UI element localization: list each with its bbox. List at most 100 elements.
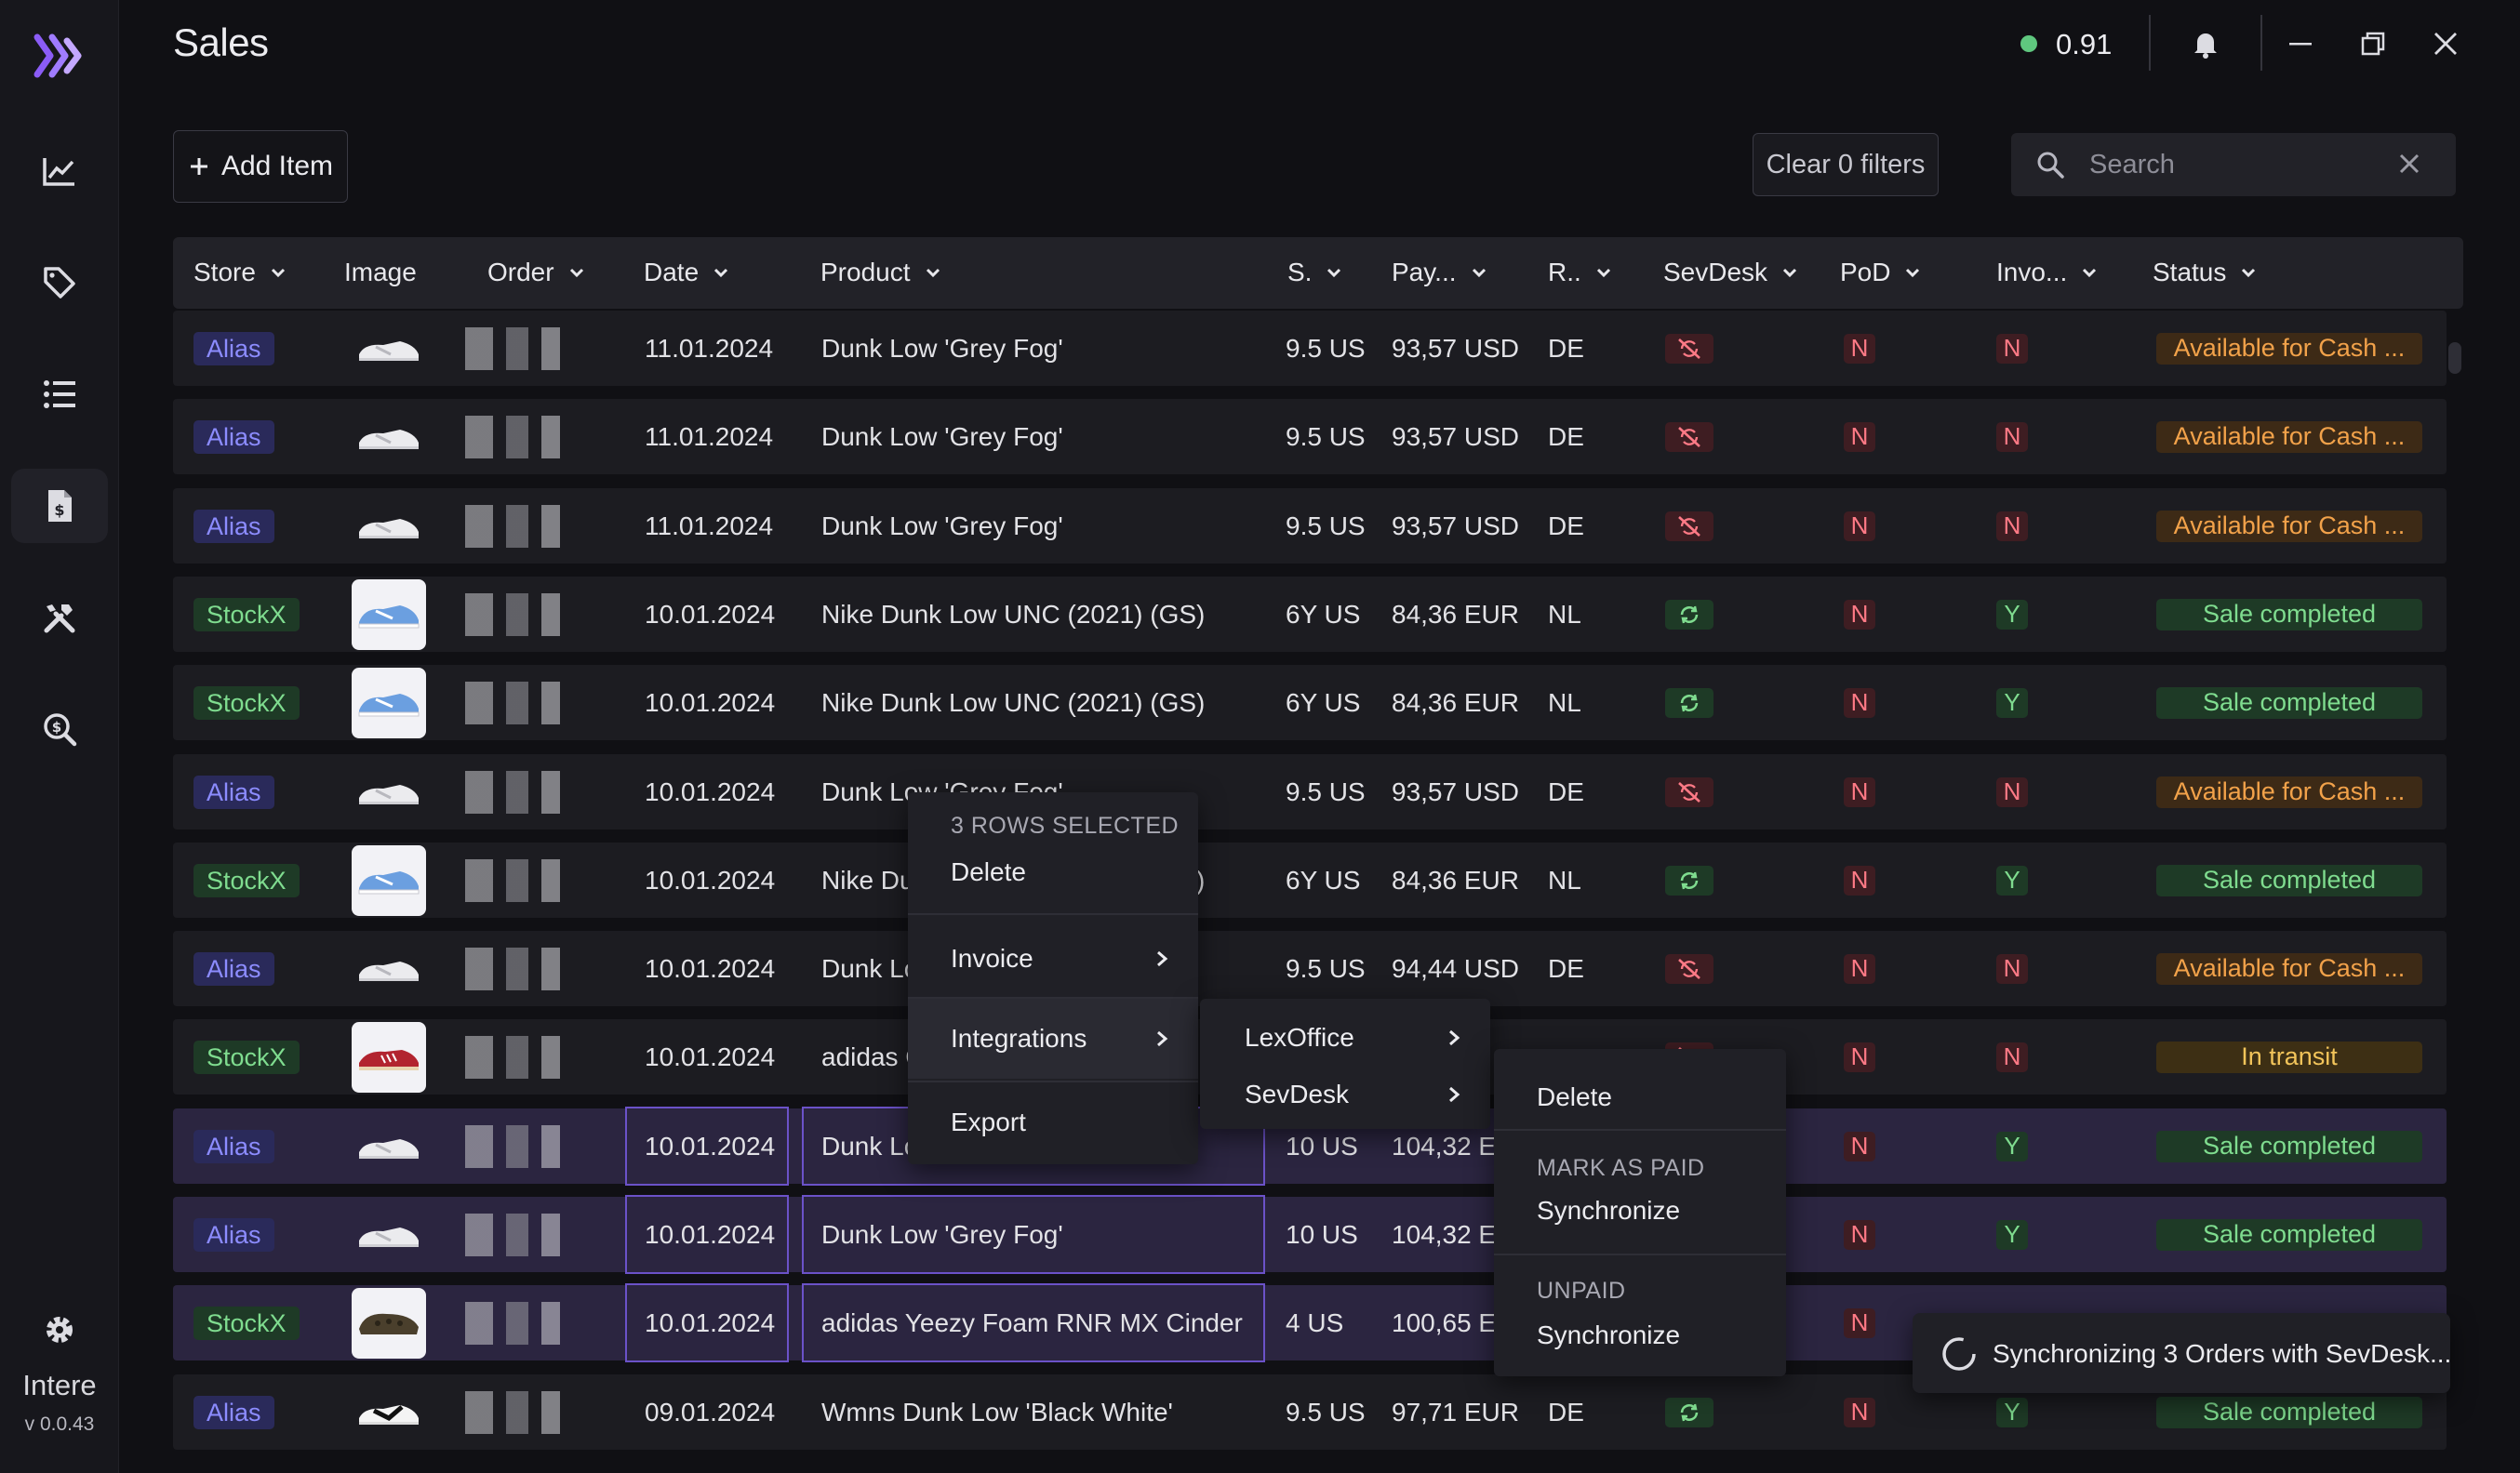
product-image <box>352 1287 426 1359</box>
clear-filters-button[interactable]: Clear 0 filters <box>1753 133 1939 196</box>
sidebar-item-price-lookup[interactable]: $ <box>11 692 108 766</box>
column-header[interactable]: Status <box>2153 258 2258 287</box>
column-header[interactable]: Order <box>487 258 586 287</box>
unpaid-synchronize[interactable]: Synchronize <box>1537 1320 1681 1349</box>
pod-badge: N <box>1844 421 1875 452</box>
date-cell: 10.01.2024 <box>645 687 776 717</box>
menu-integrations[interactable]: Integrations <box>908 999 1198 1079</box>
image-cell <box>352 1197 426 1272</box>
settings-button[interactable] <box>11 1294 108 1365</box>
pod-badge: N <box>1844 776 1875 807</box>
chevron-down-icon <box>271 268 285 278</box>
notifications-button[interactable] <box>2182 20 2229 67</box>
column-header[interactable]: Product <box>820 258 942 287</box>
status-badge: Available for Cash ... <box>2156 510 2422 542</box>
order-id-redacted <box>458 488 566 564</box>
column-header-label: Pay... <box>1392 258 1457 286</box>
order-id-redacted <box>458 1108 566 1184</box>
invoice-badge: N <box>1996 511 2028 541</box>
product-image <box>352 1377 426 1448</box>
sidebar-item-sales[interactable]: $ <box>11 469 108 543</box>
product-image <box>352 934 426 1004</box>
sidebar-item-tools[interactable] <box>11 580 108 655</box>
column-header[interactable]: R.. <box>1548 258 1613 287</box>
sidebar-item-analytics[interactable] <box>11 134 108 208</box>
product-cell: Nike Dunk Low UNC (2021) (GS) <box>821 687 1206 717</box>
invoice-badge: N <box>1996 1042 2028 1072</box>
table-row[interactable]: Alias 11.01.2024 Dunk Low 'Grey Fog' 9.5 US… <box>173 311 2447 386</box>
date-cell: 10.01.2024 <box>645 776 776 806</box>
status-badge: In transit <box>2156 1041 2422 1073</box>
search-clear-button[interactable] <box>2393 147 2426 180</box>
column-header[interactable]: SevDesk <box>1663 258 1799 287</box>
pod-badge: N <box>1844 687 1875 718</box>
close-window-button[interactable] <box>2422 20 2469 67</box>
sevdesk-not-synced-badge <box>1665 776 1713 807</box>
order-id-redacted <box>458 1285 566 1360</box>
column-header[interactable]: Date <box>644 258 730 287</box>
table-header: Store Image Order Date Product S. Pay... R.. Sev… <box>173 237 2463 309</box>
order-id-redacted <box>458 577 566 652</box>
mark-as-paid-synchronize[interactable]: Synchronize <box>1537 1196 1681 1225</box>
image-cell <box>352 399 426 474</box>
column-header[interactable]: Invo... <box>1996 258 2099 287</box>
column-header[interactable]: Pay... <box>1392 258 1488 287</box>
table-row[interactable]: Alias 11.01.2024 Dunk Low 'Grey Fog' 9.5 US… <box>173 399 2447 474</box>
restore-button[interactable] <box>2350 20 2396 67</box>
chevron-right-icon <box>1157 950 1168 967</box>
column-header[interactable]: Image <box>344 258 417 287</box>
search-box <box>2011 133 2456 196</box>
status-badge: Sale completed <box>2156 686 2422 719</box>
status-badge: Available for Cash ... <box>2156 420 2422 453</box>
submenu-sevdesk-label: SevDesk <box>1245 1080 1350 1108</box>
sevdesk-synced-badge <box>1665 865 1713 896</box>
image-cell <box>352 1374 426 1450</box>
sidebar-item-inventory[interactable] <box>11 357 108 431</box>
image-cell <box>352 488 426 564</box>
chevron-right-icon <box>1449 1029 1460 1046</box>
store-badge: Alias <box>193 1395 274 1429</box>
pod-badge: N <box>1844 511 1875 541</box>
product-image <box>352 1200 426 1270</box>
table-row[interactable]: Alias 11.01.2024 Dunk Low 'Grey Fog' 9.5 US… <box>173 488 2447 564</box>
size-cell: 4 US <box>1286 1307 1344 1337</box>
menu-divider <box>1494 1254 1786 1255</box>
date-cell: 10.01.2024 <box>645 953 776 983</box>
column-header-label: PoD <box>1840 258 1891 286</box>
column-header-label: S. <box>1287 258 1313 286</box>
menu-export[interactable]: Export <box>951 1108 1026 1136</box>
size-cell: 6Y US <box>1286 687 1361 717</box>
product-image <box>352 491 426 562</box>
product-cell: Dunk Low 'Grey Fog' <box>821 511 1063 540</box>
column-header-label: Invo... <box>1996 258 2068 286</box>
app-logo-icon[interactable] <box>32 28 87 84</box>
add-item-button[interactable]: Add Item <box>173 130 348 203</box>
minimize-button[interactable] <box>2277 20 2324 67</box>
submenu-lexoffice[interactable]: LexOffice <box>1200 999 1490 1077</box>
column-header[interactable]: PoD <box>1840 258 1922 287</box>
menu-delete[interactable]: Delete <box>951 857 1026 886</box>
search-input[interactable] <box>2089 146 2387 183</box>
size-cell: 6Y US <box>1286 865 1361 895</box>
sidebar-item-listings[interactable] <box>11 246 108 320</box>
column-header-label: Image <box>344 258 417 286</box>
product-image <box>352 402 426 472</box>
product-image <box>352 1111 426 1182</box>
scrollbar-thumb[interactable] <box>2448 342 2461 374</box>
column-header[interactable]: Store <box>193 258 287 287</box>
order-id-redacted <box>458 1374 566 1450</box>
menu-invoice[interactable]: Invoice <box>908 922 1198 995</box>
sync-toast: Synchronizing 3 Orders with SevDesk... <box>1913 1313 2451 1393</box>
date-cell: 10.01.2024 <box>645 1307 776 1337</box>
store-badge: Alias <box>193 331 274 365</box>
submenu-sevdesk[interactable]: SevDesk <box>1200 1071 1490 1118</box>
column-header-label: Date <box>644 258 700 286</box>
sevdesk-delete[interactable]: Delete <box>1537 1082 1612 1111</box>
column-header[interactable]: S. <box>1287 258 1343 287</box>
